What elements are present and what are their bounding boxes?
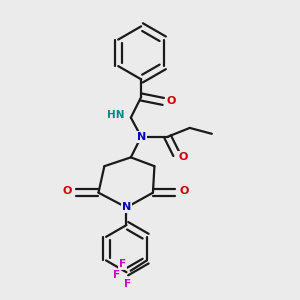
- Text: HN: HN: [107, 110, 125, 120]
- Text: O: O: [167, 96, 176, 106]
- Text: F: F: [119, 259, 126, 269]
- Text: N: N: [122, 202, 131, 212]
- Text: O: O: [178, 152, 188, 162]
- Text: N: N: [137, 132, 146, 142]
- Text: O: O: [179, 186, 188, 196]
- Text: F: F: [124, 279, 131, 289]
- Text: F: F: [113, 270, 120, 280]
- Text: O: O: [63, 186, 72, 196]
